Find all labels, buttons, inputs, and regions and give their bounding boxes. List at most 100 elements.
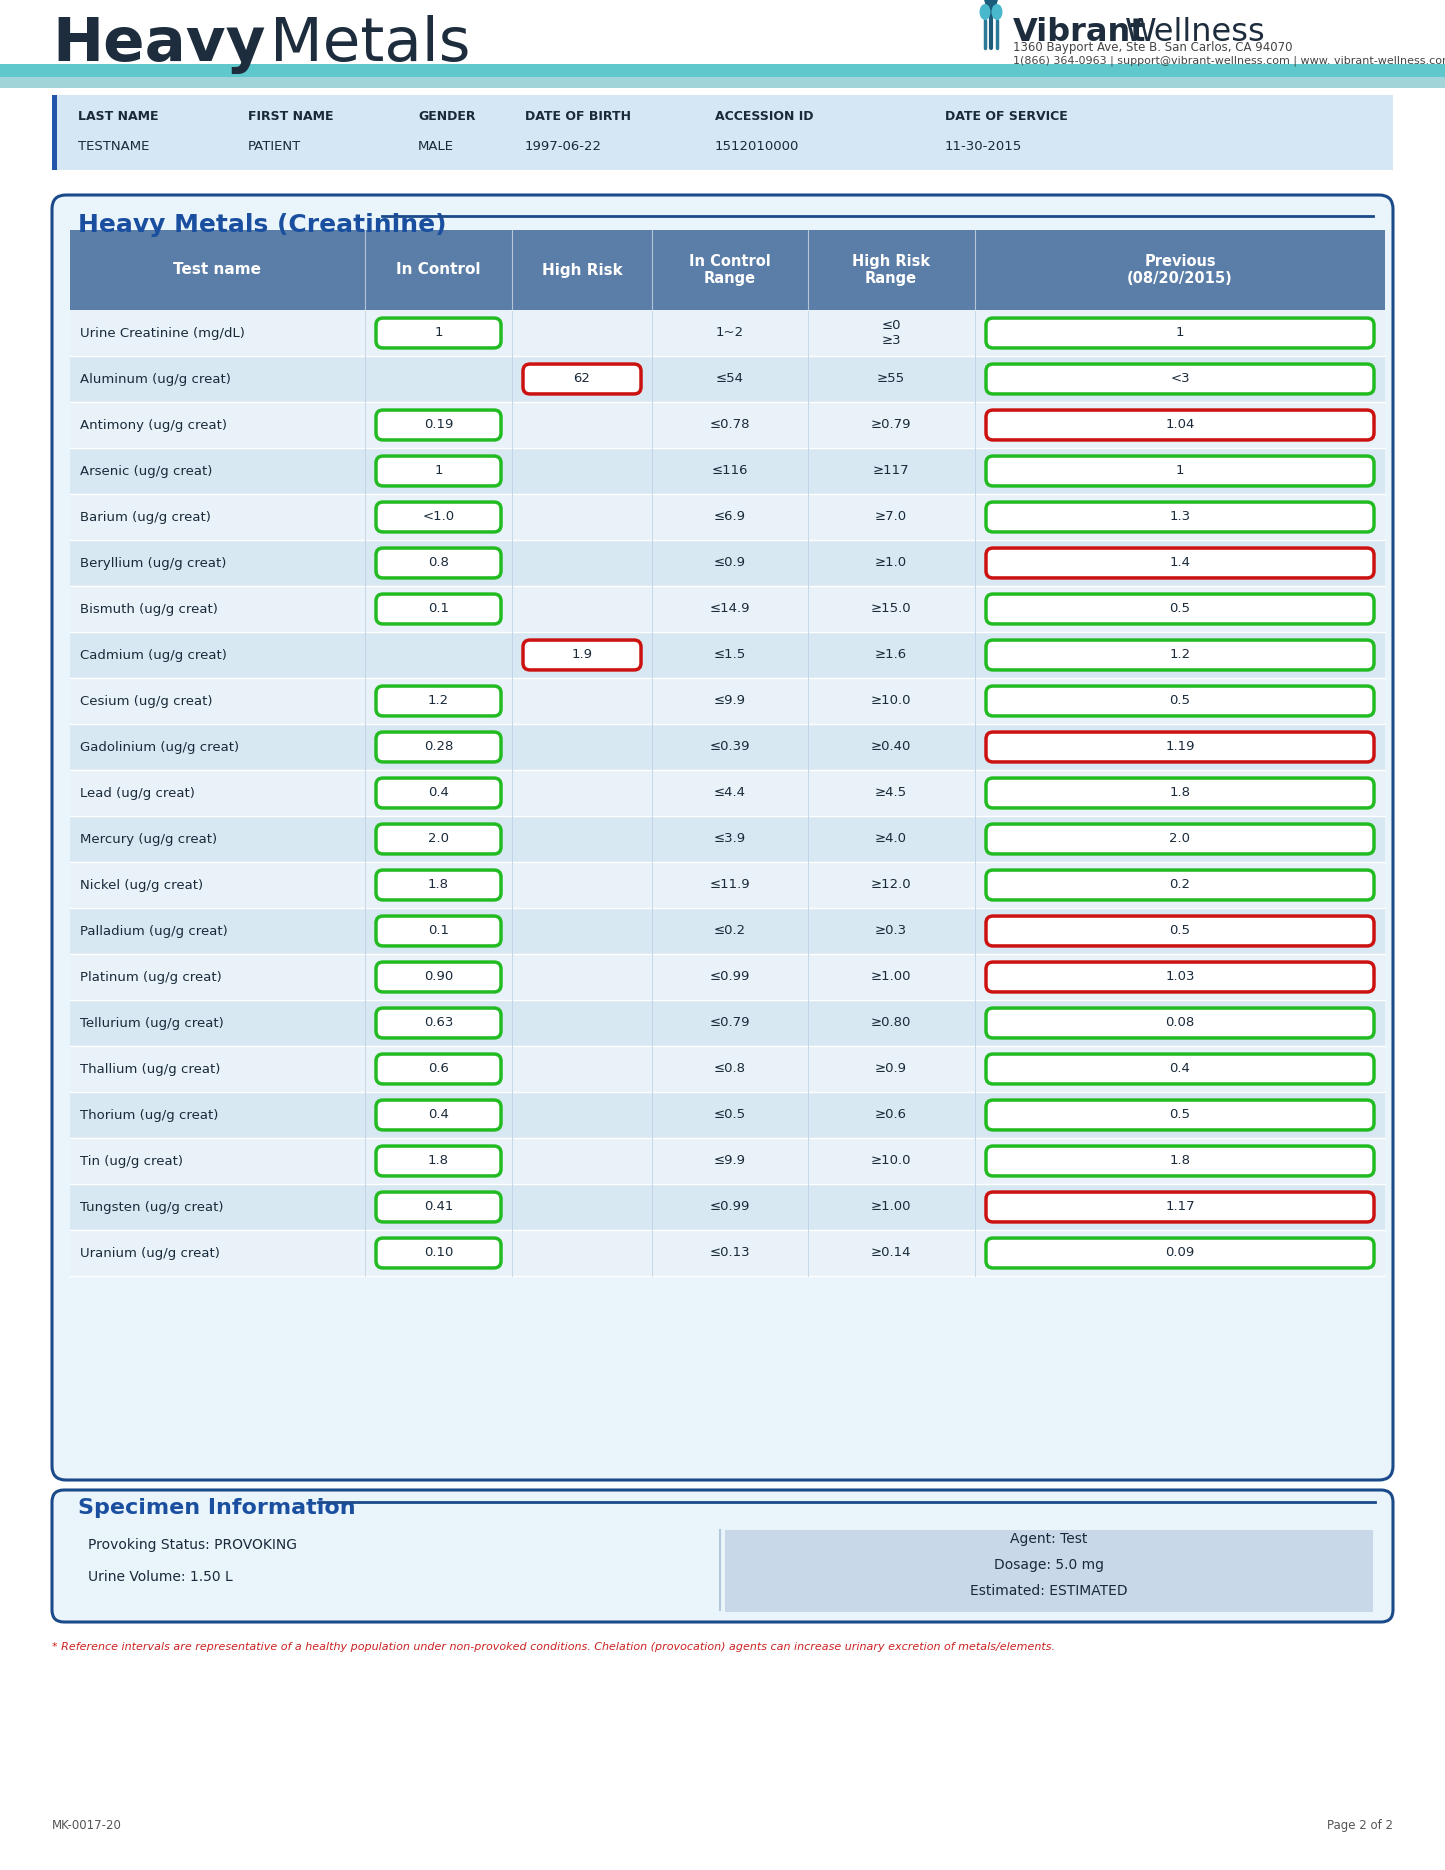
Text: ≥0.14: ≥0.14: [871, 1247, 912, 1260]
Text: ≤0.13: ≤0.13: [709, 1247, 750, 1260]
Bar: [0, 77, 1445, 88]
Text: Test name: Test name: [173, 262, 262, 277]
Text: 1: 1: [1176, 327, 1185, 340]
Text: GENDER: GENDER: [418, 110, 475, 123]
Text: ≥12.0: ≥12.0: [871, 879, 912, 892]
Ellipse shape: [991, 4, 1003, 21]
Bar: [69, 815, 1384, 862]
Bar: [69, 1184, 1384, 1230]
Text: ≤9.9: ≤9.9: [714, 1154, 746, 1167]
Text: ≤116: ≤116: [712, 464, 749, 477]
FancyBboxPatch shape: [985, 456, 1374, 486]
Text: Dosage: 5.0 mg: Dosage: 5.0 mg: [994, 1558, 1104, 1573]
FancyBboxPatch shape: [985, 870, 1374, 899]
Text: ≥10.0: ≥10.0: [871, 694, 912, 707]
Text: Beryllium (ug/g creat): Beryllium (ug/g creat): [79, 557, 227, 570]
FancyBboxPatch shape: [985, 595, 1374, 625]
FancyBboxPatch shape: [376, 548, 501, 578]
Text: ≥0.3: ≥0.3: [874, 924, 907, 937]
Text: ≤1.5: ≤1.5: [714, 649, 746, 662]
Text: FIRST NAME: FIRST NAME: [249, 110, 334, 123]
Text: ≤0.8: ≤0.8: [714, 1062, 746, 1075]
FancyBboxPatch shape: [985, 365, 1374, 395]
FancyBboxPatch shape: [985, 731, 1374, 761]
FancyBboxPatch shape: [985, 1055, 1374, 1085]
Text: 1: 1: [435, 327, 442, 340]
Text: Page 2 of 2: Page 2 of 2: [1327, 1820, 1393, 1833]
Text: 1~2: 1~2: [715, 327, 744, 340]
Text: ≤14.9: ≤14.9: [709, 602, 750, 615]
FancyBboxPatch shape: [376, 1191, 501, 1221]
FancyBboxPatch shape: [985, 916, 1374, 946]
FancyBboxPatch shape: [376, 961, 501, 991]
FancyBboxPatch shape: [376, 870, 501, 899]
Text: ≤0.78: ≤0.78: [709, 419, 750, 432]
Text: ≤0.2: ≤0.2: [714, 924, 746, 937]
Bar: [69, 355, 1384, 402]
Text: 1997-06-22: 1997-06-22: [525, 140, 603, 153]
Text: 0.5: 0.5: [1169, 694, 1191, 707]
Text: 0.63: 0.63: [423, 1017, 454, 1030]
Text: 1.4: 1.4: [1169, 557, 1191, 570]
Text: Provoking Status: PROVOKING: Provoking Status: PROVOKING: [88, 1537, 298, 1552]
Text: Metals: Metals: [270, 15, 471, 75]
Text: ≤0.39: ≤0.39: [709, 741, 750, 754]
Text: 1: 1: [1176, 464, 1185, 477]
Bar: [69, 310, 1384, 355]
Bar: [69, 449, 1384, 494]
FancyBboxPatch shape: [985, 825, 1374, 855]
Text: Arsenic (ug/g creat): Arsenic (ug/g creat): [79, 464, 212, 477]
Text: ≥1.6: ≥1.6: [874, 649, 907, 662]
Text: 1.9: 1.9: [572, 649, 592, 662]
FancyBboxPatch shape: [376, 916, 501, 946]
Text: ≤0.99: ≤0.99: [709, 1201, 750, 1214]
Text: Vibrant: Vibrant: [1013, 17, 1146, 49]
Text: Wellness: Wellness: [1126, 17, 1266, 49]
Text: 0.10: 0.10: [423, 1247, 454, 1260]
Bar: [69, 770, 1384, 815]
FancyBboxPatch shape: [376, 731, 501, 761]
Text: 0.09: 0.09: [1165, 1247, 1195, 1260]
Text: 11-30-2015: 11-30-2015: [945, 140, 1022, 153]
Text: ≥55: ≥55: [877, 372, 905, 385]
Text: 0.8: 0.8: [428, 557, 449, 570]
Text: ≥1.00: ≥1.00: [871, 1201, 912, 1214]
FancyBboxPatch shape: [52, 194, 1393, 1479]
Text: 0.1: 0.1: [428, 924, 449, 937]
FancyBboxPatch shape: [985, 1238, 1374, 1268]
Text: 0.1: 0.1: [428, 602, 449, 615]
Text: Specimen Information: Specimen Information: [78, 1498, 355, 1518]
Text: 1.2: 1.2: [1169, 649, 1191, 662]
Bar: [69, 954, 1384, 1000]
Text: Estimated: ESTIMATED: Estimated: ESTIMATED: [970, 1584, 1127, 1599]
Text: Heavy: Heavy: [52, 15, 266, 75]
Text: ≤0.5: ≤0.5: [714, 1109, 746, 1122]
Text: 0.4: 0.4: [428, 787, 449, 800]
Bar: [69, 632, 1384, 679]
Text: 0.2: 0.2: [1169, 879, 1191, 892]
Text: Uranium (ug/g creat): Uranium (ug/g creat): [79, 1247, 220, 1260]
Text: Cesium (ug/g creat): Cesium (ug/g creat): [79, 694, 212, 707]
Text: ≤4.4: ≤4.4: [714, 787, 746, 800]
Bar: [69, 494, 1384, 540]
Text: Thorium (ug/g creat): Thorium (ug/g creat): [79, 1109, 218, 1122]
Ellipse shape: [984, 0, 998, 7]
Text: ≥7.0: ≥7.0: [874, 511, 907, 524]
Text: Tungsten (ug/g creat): Tungsten (ug/g creat): [79, 1201, 224, 1214]
Text: LAST NAME: LAST NAME: [78, 110, 159, 123]
Text: High Risk
Range: High Risk Range: [853, 254, 931, 286]
Text: ≤0.99: ≤0.99: [709, 971, 750, 984]
FancyBboxPatch shape: [985, 410, 1374, 439]
FancyBboxPatch shape: [376, 1146, 501, 1176]
Text: Lead (ug/g creat): Lead (ug/g creat): [79, 787, 195, 800]
FancyBboxPatch shape: [985, 778, 1374, 808]
Text: ≤0
≥3: ≤0 ≥3: [881, 320, 900, 348]
Text: Tin (ug/g creat): Tin (ug/g creat): [79, 1154, 184, 1167]
Text: TESTNAME: TESTNAME: [78, 140, 149, 153]
Text: 1.17: 1.17: [1165, 1201, 1195, 1214]
FancyBboxPatch shape: [376, 825, 501, 855]
Text: DATE OF BIRTH: DATE OF BIRTH: [525, 110, 631, 123]
FancyBboxPatch shape: [376, 595, 501, 625]
Text: Thallium (ug/g creat): Thallium (ug/g creat): [79, 1062, 221, 1075]
FancyBboxPatch shape: [376, 1100, 501, 1129]
